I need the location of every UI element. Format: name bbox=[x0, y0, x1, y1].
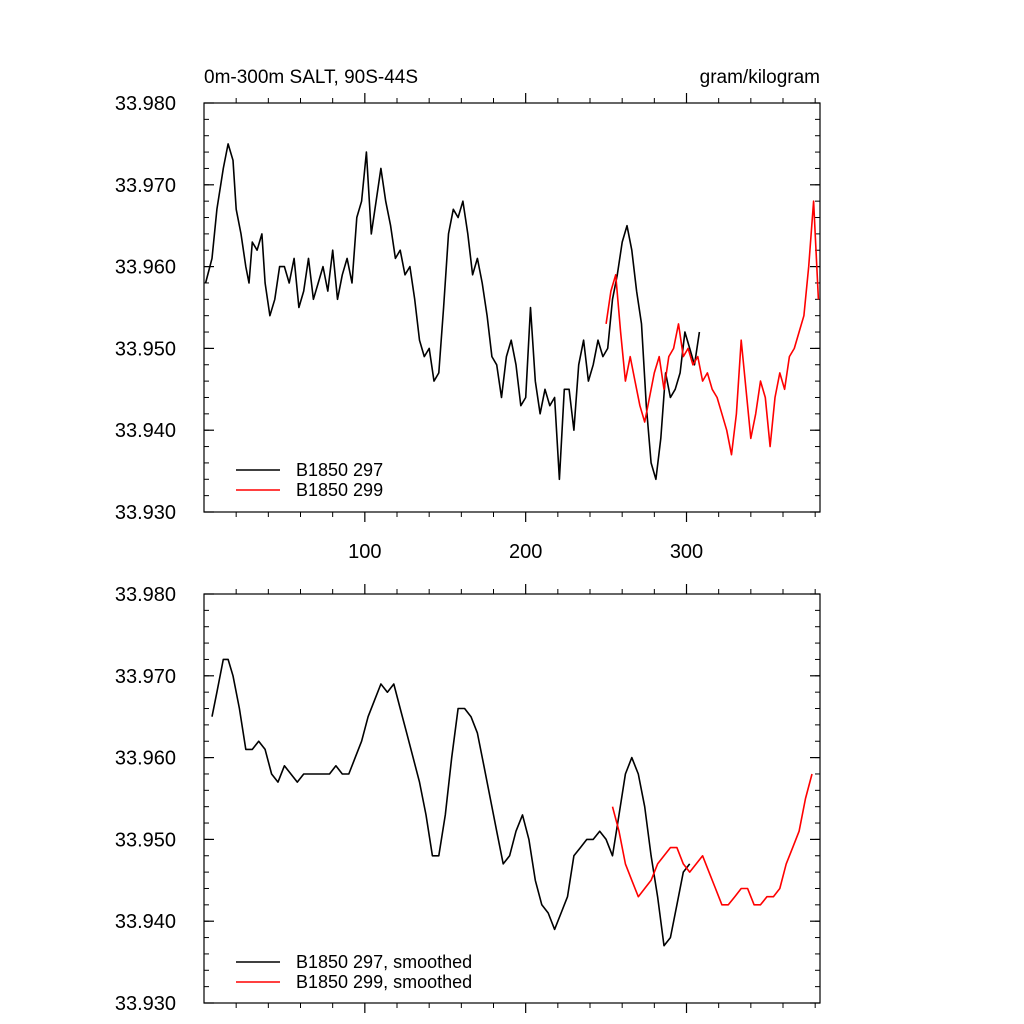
series-line-1 bbox=[211, 658, 691, 947]
y-tick-label: 33.940 bbox=[115, 911, 176, 933]
legend-label: B1850 299, smoothed bbox=[296, 972, 472, 992]
y-tick-label: 33.950 bbox=[115, 338, 176, 360]
top-panel-units: gram/kilogram bbox=[700, 67, 820, 88]
y-tick-label: 33.970 bbox=[115, 666, 176, 688]
y-tick-label: 33.980 bbox=[115, 584, 176, 606]
bottom-panel-axes: 33.930 33.940 33.950 33.960 33.970 33.980 bbox=[115, 584, 821, 1015]
bottom-panel: 33.930 33.940 33.950 33.960 33.970 33.980 B18… bbox=[115, 584, 821, 1015]
bottom-panel-series bbox=[211, 658, 813, 947]
y-tick-label: 33.940 bbox=[115, 420, 176, 442]
top-panel-series bbox=[204, 143, 820, 481]
series-line-2 bbox=[611, 773, 813, 906]
y-tick-label: 33.930 bbox=[115, 502, 176, 524]
top-panel: 0m-300m SALT, 90S-44S gram/kilogram 33.9… bbox=[115, 67, 821, 563]
y-tick-label: 33.980 bbox=[115, 93, 176, 115]
legend-label: B1850 299 bbox=[296, 480, 383, 500]
top-panel-title: 0m-300m SALT, 90S-44S bbox=[204, 67, 418, 88]
y-tick-label: 33.960 bbox=[115, 748, 176, 770]
y-tick-label: 33.950 bbox=[115, 829, 176, 851]
plot-frame bbox=[203, 593, 821, 1004]
y-tick-label: 33.960 bbox=[115, 257, 176, 279]
plot-frame bbox=[203, 102, 821, 513]
x-tick-label: 100 bbox=[348, 541, 381, 563]
legend-label: B1850 297 bbox=[296, 460, 383, 480]
x-tick-label: 200 bbox=[509, 541, 542, 563]
top-panel-axes: 33.930 33.940 33.950 33.960 33.970 33.980 100 2… bbox=[115, 93, 821, 563]
y-tick-label: 33.970 bbox=[115, 175, 176, 197]
series-line-2 bbox=[605, 200, 820, 456]
y-tick-label: 33.930 bbox=[115, 993, 176, 1015]
x-tick-label: 300 bbox=[670, 541, 703, 563]
legend-label: B1850 297, smoothed bbox=[296, 952, 472, 972]
